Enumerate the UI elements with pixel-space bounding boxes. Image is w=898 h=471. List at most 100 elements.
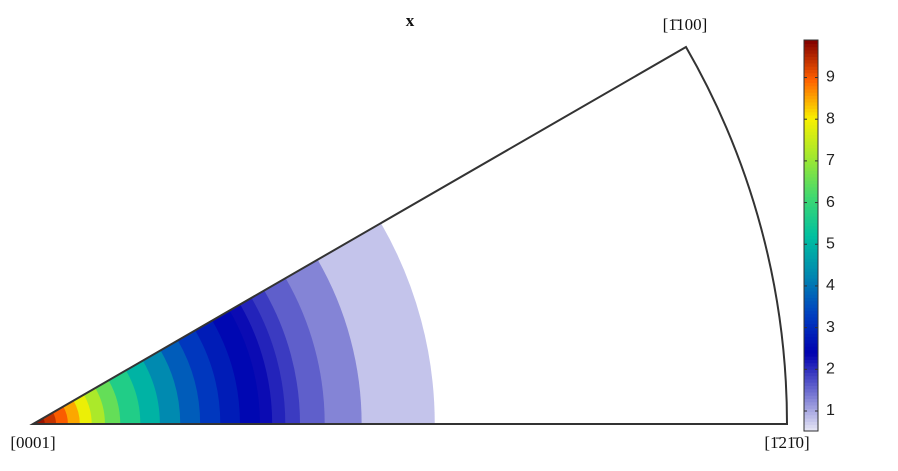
colorbar-step — [804, 141, 818, 145]
colorbar-tick-label: 5 — [826, 235, 835, 252]
colorbar-step — [804, 206, 818, 211]
colorbar-step — [804, 170, 818, 175]
colorbar-tick-label: 3 — [826, 319, 835, 336]
colorbar-step — [804, 303, 818, 308]
colorbar-step — [804, 59, 818, 64]
colorbar-step — [804, 365, 818, 370]
colorbar-step — [804, 411, 818, 416]
colorbar-step — [804, 209, 818, 214]
colorbar-step — [804, 339, 818, 344]
chart-title: x — [406, 11, 415, 30]
colorbar-step — [804, 105, 818, 110]
colorbar-step — [804, 92, 818, 96]
colorbar-step — [804, 310, 818, 315]
colorbar-step — [804, 160, 818, 165]
colorbar-step — [804, 53, 818, 57]
colorbar-step — [804, 300, 818, 305]
colorbar-step — [804, 225, 818, 230]
colorbar-step — [804, 287, 818, 292]
colorbar-step — [804, 193, 818, 197]
colorbar-step — [804, 101, 818, 106]
colorbar-step — [804, 183, 818, 188]
colorbar-step — [804, 62, 818, 67]
colorbar-step — [804, 297, 818, 302]
colorbar-step — [804, 294, 818, 299]
colorbar-step — [804, 131, 818, 136]
colorbar-step — [804, 359, 818, 364]
colorbar-step — [804, 372, 818, 377]
sector-outline — [29, 45, 789, 425]
colorbar-step — [804, 277, 818, 282]
colorbar-step — [804, 144, 818, 149]
colorbar-tick-label: 7 — [826, 152, 835, 169]
colorbar-step — [804, 388, 818, 393]
colorbar-step — [804, 281, 818, 285]
vertex-label: [1̄100] — [663, 15, 708, 34]
colorbar-step — [804, 248, 818, 253]
colorbar: 1 2 3 4 5 6 7 8 9 — [803, 39, 835, 432]
colorbar-step — [804, 75, 818, 80]
colorbar-step — [804, 82, 818, 87]
colorbar-step — [804, 40, 818, 44]
colorbar-step — [804, 417, 818, 422]
colorbar-step — [804, 329, 818, 334]
colorbar-step — [804, 421, 818, 426]
colorbar-step — [804, 333, 818, 338]
vertex-label: [0001] — [10, 433, 55, 452]
colorbar-step — [804, 95, 818, 100]
colorbar-step — [804, 199, 818, 204]
colorbar-step — [804, 369, 818, 373]
colorbar-step — [804, 401, 818, 406]
colorbar-step — [804, 375, 818, 380]
colorbar-tick-label: 9 — [826, 69, 835, 86]
colorbar-step — [804, 163, 818, 168]
colorbar-step — [804, 346, 818, 351]
colorbar-step — [804, 111, 818, 116]
colorbar-step — [804, 212, 818, 217]
colorbar-step — [804, 316, 818, 321]
colorbar-step — [804, 408, 818, 413]
colorbar-step — [804, 261, 818, 266]
colorbar-step — [804, 385, 818, 390]
colorbar-step — [804, 238, 818, 243]
colorbar-step — [804, 362, 818, 367]
colorbar-step — [804, 398, 818, 403]
colorbar-step — [804, 391, 818, 396]
colorbar-step — [804, 219, 818, 224]
colorbar-step — [804, 222, 818, 227]
colorbar-step — [804, 114, 818, 119]
colorbar-step — [804, 424, 818, 429]
colorbar-step — [804, 137, 818, 142]
colorbar-step — [804, 79, 818, 83]
colorbar-step — [804, 215, 818, 220]
colorbar-step — [804, 271, 818, 276]
colorbar-step — [804, 186, 818, 191]
colorbar-step — [804, 150, 818, 155]
colorbar-step — [804, 264, 818, 269]
colorbar-step — [804, 245, 818, 250]
colorbar-step — [804, 127, 818, 132]
colorbar-step — [804, 356, 818, 360]
colorbar-step — [804, 414, 818, 419]
colorbar-step — [804, 251, 818, 256]
colorbar-step — [804, 395, 818, 400]
colorbar-step — [804, 180, 818, 184]
colorbar-step — [804, 382, 818, 386]
colorbar-step — [804, 258, 818, 263]
vertex-label: [1̄21̄0] — [764, 433, 809, 452]
colorbar-step — [804, 427, 818, 432]
colorbar-step — [804, 336, 818, 341]
colorbar-step — [804, 284, 818, 289]
colorbar-step — [804, 167, 818, 171]
colorbar-step — [804, 46, 818, 51]
colorbar-step — [804, 157, 818, 162]
colorbar-step — [804, 274, 818, 279]
colorbar-step — [804, 124, 818, 129]
colorbar-step — [804, 85, 818, 90]
colorbar-step — [804, 313, 818, 318]
colorbar-step — [804, 154, 818, 158]
colorbar-step — [804, 108, 818, 113]
colorbar-step — [804, 118, 818, 123]
